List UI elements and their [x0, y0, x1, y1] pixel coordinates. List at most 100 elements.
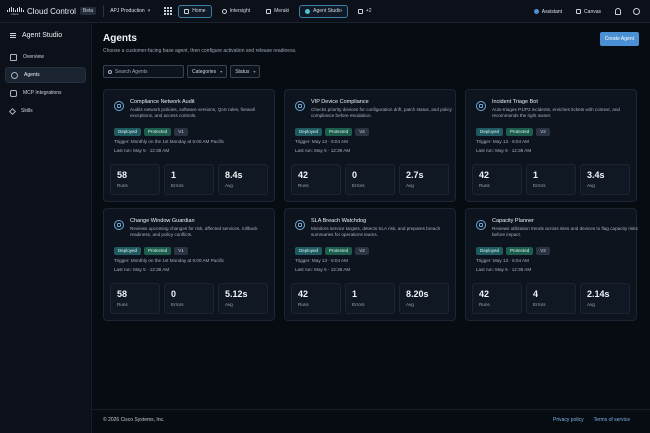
runs-label: Runs — [479, 183, 490, 188]
agent-name: Capacity Planner — [492, 218, 534, 224]
version-badge: V2 — [355, 128, 369, 136]
avg-value: 3.4s — [587, 170, 605, 180]
nav-tabs: Home Intersight Meraki Agent Studio +2 — [178, 4, 378, 18]
agent-stats: 42 Runs 1 Errors 8.20s Avg — [291, 283, 449, 314]
search-box — [103, 65, 184, 78]
agent-trigger: Trigger: May 13 · 6:04 AM — [295, 139, 348, 144]
deployed-badge: Deployed — [476, 247, 504, 255]
agent-trigger: Trigger: May 13 · 6:04 AM — [295, 258, 348, 263]
page-subtitle: Choose a customer-facing base agent, the… — [103, 48, 297, 54]
bell-icon[interactable] — [615, 8, 621, 15]
categories-filter[interactable]: Categories ▾ — [187, 65, 228, 78]
errors-stat: 4 Errors — [526, 283, 576, 314]
tab-home[interactable]: Home — [178, 4, 212, 18]
runs-stat: 42 Runs — [472, 283, 522, 314]
avg-value: 5.12s — [225, 289, 248, 299]
agent-card[interactable]: Incident Triage Bot Auto-triages P1/P2 i… — [465, 89, 637, 202]
tools-icon — [8, 107, 17, 115]
errors-label: Errors — [171, 183, 184, 188]
agent-card[interactable]: SLA Breach Watchdog Monitors service tar… — [284, 208, 456, 321]
agent-badges: Deployed Protected V2 — [476, 247, 550, 255]
create-agent-button[interactable]: Create Agent — [599, 32, 639, 46]
canvas-button[interactable]: Canvas — [576, 9, 601, 15]
footer-links: Privacy policy Terms of service — [553, 417, 630, 423]
agent-card[interactable]: VIP Device Compliance Checks priority de… — [284, 89, 456, 202]
card-header: SLA Breach Watchdog Monitors service tar… — [295, 217, 459, 238]
intersight-icon — [221, 8, 227, 14]
divider — [103, 5, 105, 17]
protected-badge: Protected — [506, 128, 534, 136]
sidebar-item-skills[interactable]: Skills — [5, 103, 86, 119]
sidebar-item-agents[interactable]: Agents — [5, 67, 86, 83]
tab-intersight[interactable]: Intersight — [216, 5, 257, 18]
agent-last-run: Last run: May 5 · 12:38 AM — [295, 148, 351, 153]
assistant-icon — [533, 9, 539, 14]
errors-value: 0 — [171, 289, 177, 299]
tab-more[interactable]: +2 — [352, 5, 378, 18]
avg-label: Avg — [406, 183, 414, 188]
app-launcher-icon[interactable] — [164, 7, 173, 15]
status-filter[interactable]: Status ▾ — [230, 65, 261, 78]
avg-stat: 3.4s Avg — [580, 164, 630, 195]
status-filter-label: Status — [235, 68, 250, 75]
org-selector[interactable]: APJ Production ▾ — [110, 8, 150, 14]
privacy-policy-link[interactable]: Privacy policy — [553, 417, 584, 423]
errors-value: 1 — [533, 170, 539, 180]
plug-icon — [10, 89, 17, 97]
runs-stat: 58 Runs — [110, 164, 160, 195]
sidebar-item-label: Overview — [23, 54, 44, 60]
avg-stat: 5.12s Avg — [218, 283, 268, 314]
filter-bar: Categories ▾ Status ▾ — [103, 65, 261, 78]
runs-label: Runs — [117, 183, 128, 188]
sidebar-item-mcp-integrations[interactable]: MCP Integrations — [5, 85, 86, 101]
tab-intersight-label: Intersight — [229, 8, 251, 14]
agent-icon — [295, 101, 305, 111]
sidebar-item-overview[interactable]: Overview — [5, 49, 86, 65]
agent-card[interactable]: Compliance Network Audit Audits network … — [103, 89, 275, 202]
card-header: VIP Device Compliance Checks priority de… — [295, 98, 459, 119]
cisco-logo[interactable]: cisco — [6, 6, 24, 16]
errors-value: 1 — [171, 170, 177, 180]
agent-name: Incident Triage Bot — [492, 99, 538, 105]
errors-stat: 0 Errors — [345, 164, 395, 195]
tab-home-label: Home — [192, 8, 206, 14]
card-header: Compliance Network Audit Audits network … — [114, 98, 278, 119]
deployed-badge: Deployed — [295, 247, 323, 255]
agent-card[interactable]: Change Window Guardian Reviews upcoming … — [103, 208, 275, 321]
avg-value: 2.7s — [406, 170, 424, 180]
agent-description: Reviews utilization trends across sites … — [492, 226, 638, 237]
avg-value: 8.4s — [225, 170, 243, 180]
runs-value: 58 — [117, 170, 128, 180]
agent-studio-icon — [305, 8, 311, 14]
main-content: Agents Choose a customer-facing base age… — [92, 23, 650, 433]
protected-badge: Protected — [144, 128, 172, 136]
tab-agent-studio-label: Agent Studio — [313, 8, 342, 14]
agent-stats: 42 Runs 4 Errors 2.14s Avg — [472, 283, 630, 314]
agent-stats: 58 Runs 0 Errors 5.12s Avg — [110, 283, 268, 314]
tab-agent-studio[interactable]: Agent Studio — [299, 4, 348, 18]
user-icon[interactable] — [633, 8, 640, 15]
hamburger-icon[interactable] — [10, 32, 16, 38]
protected-badge: Protected — [144, 247, 172, 255]
avg-value: 2.14s — [587, 289, 610, 299]
agent-card[interactable]: Capacity Planner Reviews utilization tre… — [465, 208, 640, 321]
search-input[interactable] — [115, 68, 183, 75]
tab-more-label: +2 — [365, 8, 372, 14]
avg-label: Avg — [587, 183, 595, 188]
agent-name: Compliance Network Audit — [130, 99, 195, 105]
tab-meraki[interactable]: Meraki — [260, 5, 295, 18]
card-header: Capacity Planner Reviews utilization tre… — [476, 217, 640, 238]
canvas-icon — [576, 9, 582, 14]
version-badge: V1 — [174, 247, 188, 255]
copyright: © 2026 Cisco Systems, Inc. — [103, 417, 165, 423]
errors-label: Errors — [533, 183, 546, 188]
footer: © 2026 Cisco Systems, Inc. Privacy polic… — [92, 409, 650, 433]
avg-stat: 2.14s Avg — [580, 283, 630, 314]
tab-meraki-label: Meraki — [274, 8, 290, 14]
agent-icon — [476, 220, 486, 230]
terms-of-service-link[interactable]: Terms of service — [593, 417, 630, 423]
assistant-button[interactable]: Assistant — [533, 8, 563, 15]
assistant-label: Assistant — [541, 8, 563, 15]
search-icon — [108, 69, 112, 74]
agent-icon — [114, 101, 124, 111]
